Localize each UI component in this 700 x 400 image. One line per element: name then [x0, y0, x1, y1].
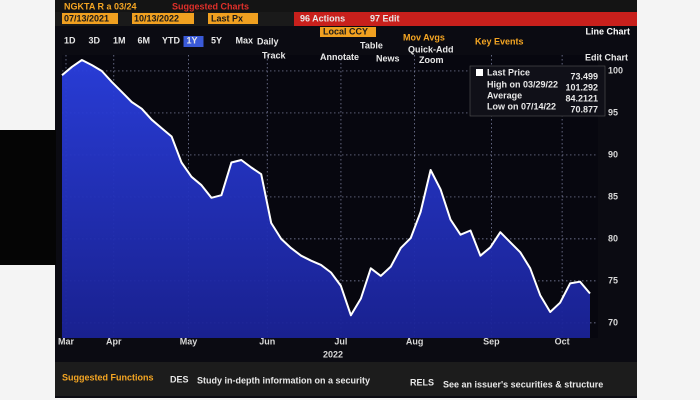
period-button[interactable]: 5Y: [211, 35, 222, 45]
period-button[interactable]: YTD: [162, 35, 181, 45]
security: NGKTA R a 03/24: [64, 1, 137, 11]
average-label: Average: [487, 90, 522, 100]
function-code[interactable]: DES: [170, 374, 189, 384]
actions-menu[interactable]: 96 Actions: [300, 13, 345, 23]
period-button[interactable]: Max: [236, 35, 254, 45]
x-tick-label: Mar: [58, 336, 75, 346]
suggested-charts[interactable]: Suggested Charts: [172, 1, 249, 11]
y-tick-label: 75: [608, 275, 618, 285]
x-tick-label: Jul: [334, 336, 347, 346]
action-bar: [294, 12, 637, 26]
end-date: 10/13/2022: [134, 13, 179, 23]
y-tick-label: 100: [608, 65, 623, 75]
function-text[interactable]: See an issuer's securities & structure: [443, 379, 603, 389]
legend-label: Last Price: [487, 67, 530, 77]
tool-button[interactable]: Annotate: [320, 52, 359, 62]
end-date-box[interactable]: [132, 13, 194, 24]
bezel-block: [0, 130, 56, 265]
edit-chart[interactable]: Edit Chart: [585, 52, 628, 62]
y-tick-label: 90: [608, 149, 618, 159]
function-code[interactable]: RELS: [410, 377, 434, 387]
title-row: [55, 0, 637, 12]
quick-add[interactable]: Quick-Add: [408, 44, 454, 54]
legend-swatch: [476, 69, 483, 76]
period-button[interactable]: 1M: [113, 35, 126, 45]
price-field: Last Px: [211, 13, 243, 23]
high-label: High on 03/29/22: [487, 79, 558, 89]
legend-box: [469, 65, 606, 117]
y-tick-label: 80: [608, 233, 618, 243]
x-tick-label: Sep: [483, 336, 500, 346]
y-tick-label: 95: [608, 107, 618, 117]
period-button[interactable]: 6M: [138, 35, 151, 45]
footer-bar: [55, 362, 637, 396]
low-label: Low on 07/14/22: [487, 101, 556, 111]
x-tick-label: Oct: [555, 336, 570, 346]
start-date: 07/13/2021: [64, 13, 109, 23]
area: [62, 60, 590, 338]
key-events[interactable]: Key Events: [475, 36, 524, 46]
table-button[interactable]: Table: [360, 40, 383, 50]
average-value: 84.2121: [565, 93, 598, 103]
frequency[interactable]: Daily: [257, 36, 279, 46]
suggested-functions[interactable]: Suggested Functions: [62, 372, 154, 382]
currency: Local CCY: [323, 26, 368, 36]
period-button[interactable]: 1Y: [187, 35, 198, 45]
chart-type[interactable]: Line Chart: [585, 26, 630, 36]
mov-avgs[interactable]: Mov Avgs: [403, 32, 445, 42]
function-text[interactable]: Study in-depth information on a security: [197, 375, 370, 385]
line: [61, 59, 591, 317]
x-axis-label: 2022: [323, 349, 343, 359]
edit-menu[interactable]: 97 Edit: [370, 13, 400, 23]
tool-button[interactable]: Zoom: [419, 55, 444, 65]
high-value: 101.292: [565, 82, 598, 92]
last-price: 73.499: [570, 71, 598, 81]
x-tick-label: May: [180, 336, 198, 346]
x-tick-label: Aug: [406, 336, 424, 346]
x-tick-label: Jun: [259, 336, 275, 346]
start-date-box[interactable]: [62, 13, 118, 24]
period-selected: [183, 36, 204, 47]
period-button[interactable]: 3D: [89, 35, 101, 45]
low-value: 70.877: [570, 104, 598, 114]
y-tick-label: 85: [608, 191, 618, 201]
tool-button[interactable]: News: [376, 53, 400, 63]
y-tick-label: 70: [608, 317, 618, 327]
tool-button[interactable]: Track: [262, 50, 287, 60]
x-tick-label: Apr: [106, 336, 122, 346]
period-button[interactable]: 1D: [64, 35, 76, 45]
price-field-box[interactable]: [208, 13, 258, 24]
currency-box[interactable]: [320, 27, 376, 37]
